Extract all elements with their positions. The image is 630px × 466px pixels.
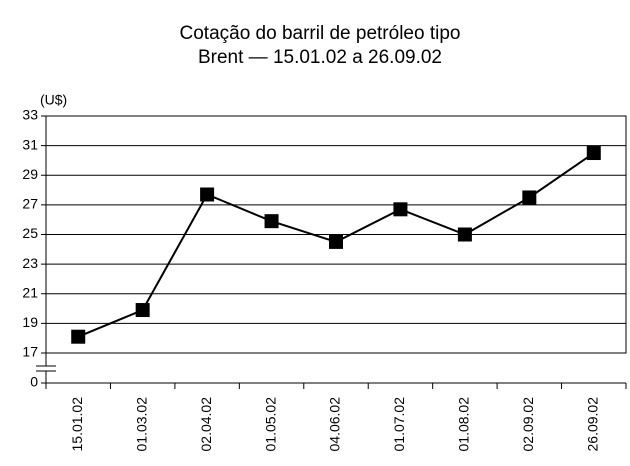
x-tick-label: 01.05.02: [262, 397, 278, 452]
x-tick-label: 02.04.02: [198, 397, 214, 452]
chart-title: Brent — 15.01.02 a 26.09.02: [198, 47, 442, 68]
y-tick-label: 33: [22, 107, 38, 123]
y-tick-label: 21: [22, 284, 38, 300]
x-tick-label: 04.06.02: [327, 397, 343, 452]
marker: [264, 214, 279, 229]
marker: [135, 303, 150, 318]
y-tick-label: 23: [22, 255, 38, 271]
x-tick-label: 01.08.02: [456, 397, 472, 452]
y-tick-label: 25: [22, 225, 38, 241]
plot-border: [45, 115, 627, 354]
x-tick-label: 26.09.02: [584, 397, 600, 452]
marker: [586, 146, 601, 161]
marker: [200, 187, 215, 202]
y-tick-label: 17: [22, 344, 38, 360]
y-axis-label: (U$): [40, 92, 67, 108]
x-tick-label: 01.03.02: [133, 397, 149, 452]
y-tick-label: 19: [22, 314, 38, 330]
chart-title: Cotação do barril de petróleo tipo: [180, 23, 461, 44]
marker: [522, 190, 537, 205]
y-tick-label: 29: [22, 166, 38, 182]
axis-break: [36, 366, 56, 371]
marker: [393, 202, 408, 217]
y-tick-label: 27: [22, 196, 38, 212]
marker: [457, 227, 472, 242]
y-tick-label: 0: [30, 374, 38, 390]
marker: [71, 329, 86, 344]
x-tick-label: 15.01.02: [69, 397, 85, 452]
marker: [329, 234, 343, 249]
y-tick-label: 31: [22, 136, 38, 152]
x-tick-label: 01.07.02: [391, 397, 407, 452]
x-tick-label: 02.09.02: [520, 397, 536, 452]
